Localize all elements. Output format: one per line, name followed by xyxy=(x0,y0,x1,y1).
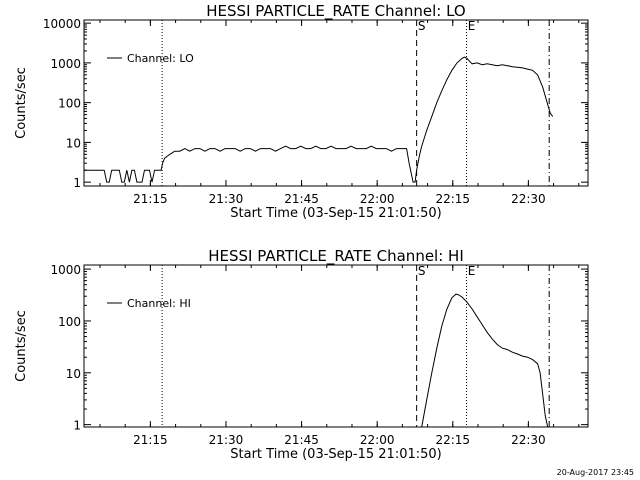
y-tick-label: 10 xyxy=(66,136,81,150)
y-axis-label: Counts/sec xyxy=(14,67,29,139)
x-tick-label: 22:30 xyxy=(511,433,546,447)
x-tick-label: 22:15 xyxy=(435,433,470,447)
lo-channel-chart: HESSI PARTICLE_RATE Channel: LO 21:15 21:3… xyxy=(14,2,589,221)
y-axis-label: Counts/sec xyxy=(14,310,29,382)
x-axis-label: Start Time (03-Sep-15 21:01:50) xyxy=(230,447,441,462)
x-tick-label: 21:30 xyxy=(209,433,244,447)
chart-title: HESSI PARTICLE_RATE Channel: LO xyxy=(206,2,465,21)
series-line xyxy=(84,56,554,183)
y-tick-label: 100 xyxy=(58,97,81,111)
y-tick-label: 1 xyxy=(73,419,81,433)
y-tick-label: 10000 xyxy=(43,17,81,31)
legend-label: Channel: HI xyxy=(127,297,191,310)
x-axis-label: Start Time (03-Sep-15 21:01:50) xyxy=(230,206,441,221)
marker-label: S xyxy=(418,264,426,278)
x-tick-label: 21:15 xyxy=(133,433,168,447)
timestamp: 20-Aug-2017 23:45 xyxy=(556,468,634,477)
x-tick-label: 21:45 xyxy=(284,192,319,206)
x-tick-label: 22:15 xyxy=(435,192,470,206)
chart-title: HESSI PARTICLE_RATE Channel: HI xyxy=(208,247,464,266)
plot-frame xyxy=(83,264,589,428)
marker-label: E xyxy=(468,264,476,278)
marker-label: E xyxy=(468,19,476,33)
x-tick-label: 22:00 xyxy=(360,192,395,206)
x-tick-label: 21:30 xyxy=(209,192,244,206)
x-tick-label: 22:30 xyxy=(511,192,546,206)
x-tick-label: 21:45 xyxy=(284,433,319,447)
y-tick-label: 1000 xyxy=(50,263,81,277)
y-tick-label: 10 xyxy=(66,367,81,381)
x-tick-label: 22:00 xyxy=(360,433,395,447)
hi-channel-chart: HESSI PARTICLE_RATE Channel: HI 21:15 21:3… xyxy=(14,247,589,462)
y-tick-label: 1000 xyxy=(50,57,81,71)
x-tick-label: 21:15 xyxy=(133,192,168,206)
marker-label: S xyxy=(418,19,426,33)
plot-frame xyxy=(83,19,589,187)
series-line xyxy=(421,293,549,428)
legend-label: Channel: LO xyxy=(127,52,194,65)
y-tick-label: 1 xyxy=(73,176,81,190)
y-tick-label: 100 xyxy=(58,315,81,329)
